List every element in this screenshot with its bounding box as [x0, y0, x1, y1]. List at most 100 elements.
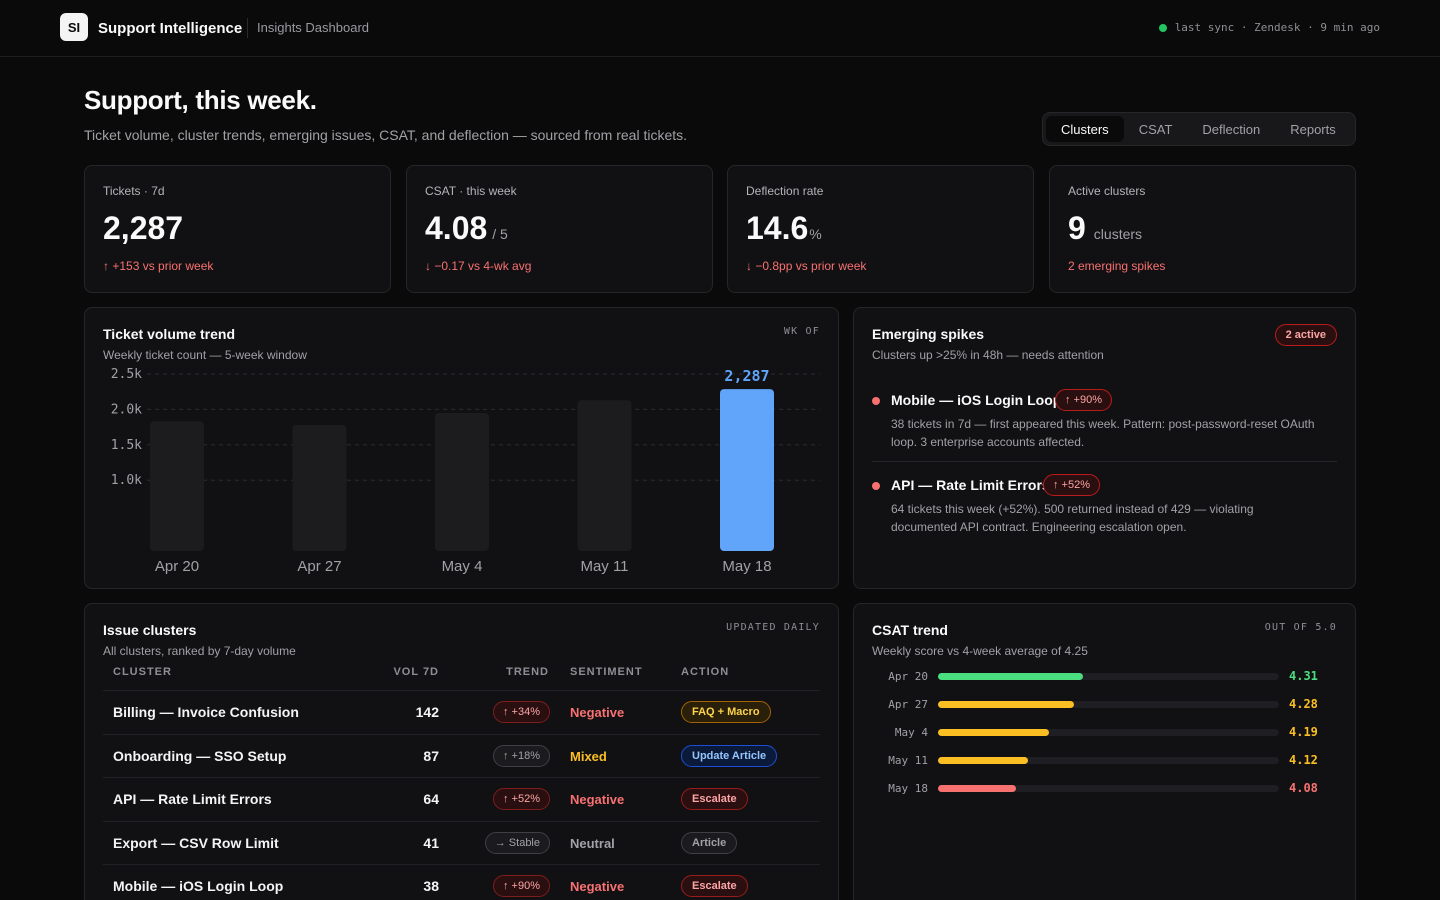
csat-bar-track [938, 729, 1279, 736]
card-tag: UPDATED DAILY [726, 622, 820, 633]
column-header-action[interactable]: ACTION [681, 666, 730, 678]
trend-badge: ↑ +34% [493, 701, 550, 723]
table-row[interactable]: Mobile — iOS Login Loop 38 ↑ +90% Negative E… [103, 864, 820, 900]
action-button[interactable]: FAQ + Macro [681, 701, 771, 723]
csat-bar-track [938, 757, 1279, 764]
csat-week-label: May 4 [894, 726, 928, 739]
csat-score: 4.12 [1289, 753, 1318, 767]
cluster-name[interactable]: Export — CSV Row Limit [113, 834, 279, 851]
csat-bar-fill [938, 729, 1049, 736]
divider [872, 461, 1337, 462]
cluster-name[interactable]: Onboarding — SSO Setup [113, 747, 287, 764]
app-name: Support Intelligence [98, 20, 243, 37]
table-row[interactable]: API — Rate Limit Errors 64 ↑ +52% Negative E… [103, 777, 820, 821]
cluster-volume: 64 [423, 791, 439, 807]
alert-dot-icon [872, 397, 880, 405]
action-button[interactable]: Article [681, 831, 738, 854]
action-button[interactable]: Escalate [681, 788, 748, 810]
csat-week-row: May 11 4.12 [872, 751, 1338, 771]
sync-status-dot-icon [1158, 23, 1167, 32]
csat-week-row: Apr 27 4.28 [872, 695, 1338, 715]
tab-reports[interactable]: Reports [1290, 121, 1336, 137]
spike-name: API — Rate Limit Errors [891, 477, 1050, 493]
volume-bar [720, 389, 774, 551]
spike-change-badge: ↑ +52% [1043, 474, 1100, 496]
spike-change-badge: ↑ +90% [1055, 389, 1112, 411]
card-title: Ticket volume trend [103, 326, 236, 342]
breadcrumb[interactable]: Insights Dashboard [257, 20, 370, 35]
csat-bar-track [938, 785, 1279, 792]
action-button[interactable]: Update Article [681, 744, 778, 767]
sync-status-text: last sync · Zendesk · 9 min ago [1174, 21, 1380, 34]
y-tick-label: 1.0k [111, 473, 142, 488]
sentiment-label: Negative [570, 705, 625, 720]
csat-week-row: Apr 20 4.31 [872, 667, 1338, 687]
card-subtitle: All clusters, ranked by 7-day volume [103, 644, 296, 658]
csat-bar-fill [938, 785, 1017, 792]
column-header-cluster[interactable]: CLUSTER [113, 666, 172, 678]
column-header-volume[interactable]: VOL 7D [393, 666, 439, 678]
card-title: Issue clusters [103, 622, 197, 638]
column-header-sentiment[interactable]: SENTIMENT [570, 666, 643, 678]
cluster-name[interactable]: Billing — Invoice Confusion [113, 704, 299, 720]
trend-badge: ↑ +18% [493, 744, 550, 767]
page-subtitle: Ticket volume, cluster trends, emerging … [84, 127, 688, 143]
kpi-label: Deflection rate [746, 184, 824, 198]
csat-score: 4.19 [1289, 725, 1318, 739]
cluster-volume: 87 [423, 747, 439, 764]
card-title: Emerging spikes [872, 326, 985, 342]
y-tick-label: 2.0k [111, 402, 142, 417]
tab-clusters[interactable]: Clusters [1046, 116, 1124, 142]
sentiment-label: Mixed [570, 748, 607, 764]
kpi-card-csat: CSAT · this week 4.08 / 5 ↓ −0.17 vs 4-w… [406, 165, 713, 293]
card-subtitle: Weekly score vs 4-week average of 4.25 [872, 644, 1088, 658]
tab-csat[interactable]: CSAT [1138, 121, 1173, 137]
card-tag: WK OF [783, 326, 820, 337]
volume-bar [150, 421, 204, 551]
csat-bar-fill [938, 757, 1029, 764]
csat-week-row: May 18 4.08 [872, 779, 1338, 799]
csat-week-label: Apr 20 [888, 670, 928, 683]
csat-week-label: May 11 [888, 754, 928, 767]
column-header-trend[interactable]: TREND [506, 666, 549, 678]
page-title: Support, this week. [84, 85, 317, 115]
cluster-volume: 41 [423, 834, 439, 851]
trend-badge: ↑ +52% [493, 788, 550, 810]
table-row[interactable]: Onboarding — SSO Setup 87 ↑ +18% Mixed Updat… [103, 733, 820, 778]
csat-card: CSAT trend Weekly score vs 4-week averag… [853, 603, 1356, 900]
kpi-card-tickets: Tickets · 7d 2,287 ↑ +153 vs prior week [84, 165, 391, 293]
kpi-delta: ↓ −0.17 vs 4-wk avg [425, 259, 532, 273]
sync-status: last sync · Zendesk · 9 min ago [1158, 21, 1380, 34]
header-divider [247, 18, 248, 38]
top-bar: SI Support Intelligence Insights Dashboa… [0, 0, 1440, 57]
spike-name: Mobile — iOS Login Loop [891, 392, 1062, 408]
spike-description: 64 tickets this week (+52%). 500 returne… [891, 502, 1254, 534]
csat-score: 4.31 [1289, 669, 1318, 683]
table-row[interactable]: Billing — Invoice Confusion 142 ↑ +34% Nega… [103, 690, 820, 734]
action-button[interactable]: Escalate [681, 875, 748, 897]
data-label: 2,287 [724, 367, 769, 385]
kpi-number: 4.08 [425, 210, 488, 246]
tab-deflection[interactable]: Deflection [1202, 121, 1261, 137]
trend-badge: ↑ +90% [493, 875, 550, 897]
volume-bar-chart: 2.5k 2.0k 1.5k 1.0k Apr 20 Apr 27 May 4 May 11 M… [111, 367, 820, 575]
x-tick-label: May 4 [442, 558, 483, 575]
cluster-name[interactable]: Mobile — iOS Login Loop [113, 878, 284, 894]
cluster-name[interactable]: API — Rate Limit Errors [113, 791, 272, 807]
x-tick-label: Apr 27 [297, 558, 341, 575]
csat-bar-fill [938, 701, 1075, 708]
y-tick-label: 2.5k [111, 367, 142, 382]
csat-bar-fill [938, 673, 1083, 680]
trend-badge: → Stable [484, 831, 550, 854]
volume-bar [435, 412, 489, 551]
app-logo[interactable]: SI [60, 13, 88, 41]
card-subtitle: Clusters up >25% in 48h — needs attentio… [872, 348, 1104, 362]
csat-score: 4.28 [1289, 697, 1318, 711]
csat-week-row: May 4 4.19 [872, 723, 1338, 743]
volume-bar [292, 424, 347, 551]
table-row[interactable]: Export — CSV Row Limit 41 → Stable Neutral A… [103, 820, 820, 865]
kpi-value: 9 clusters [1068, 210, 1142, 247]
card-tag: OUT OF 5.0 [1264, 622, 1337, 633]
sentiment-label: Negative [570, 792, 625, 807]
kpi-unit: % [809, 226, 822, 242]
